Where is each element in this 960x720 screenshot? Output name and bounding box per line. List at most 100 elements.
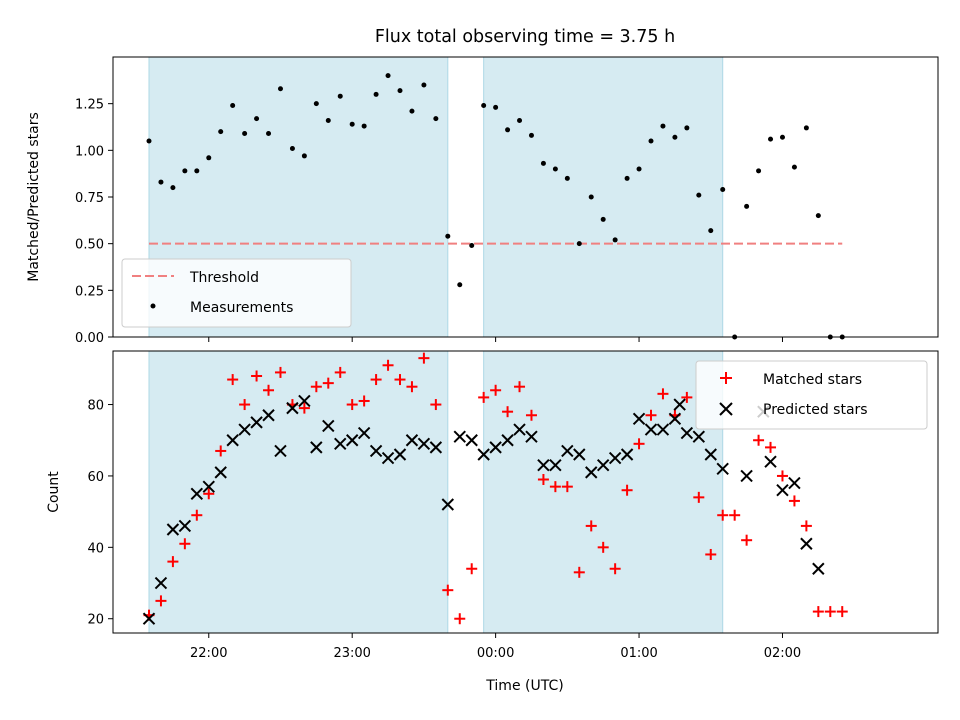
predicted-star-point-13 <box>286 401 299 415</box>
measurement-point-5 <box>194 168 200 174</box>
predicted-star-point-b <box>608 451 622 465</box>
predicted-star-point-b <box>465 434 478 447</box>
measurement-point-53 <box>768 136 774 142</box>
predicted-star-point-9 <box>238 423 251 436</box>
predicted-star-point-56 <box>800 537 813 550</box>
predicted-star-point-b <box>644 423 658 436</box>
predicted-star-point-b <box>764 455 777 468</box>
matched-star-point-27 <box>454 613 466 625</box>
measurement-point-55 <box>791 164 797 170</box>
bottom-ytick-label-1: 20 <box>87 613 104 628</box>
bottom-shaded-intervals <box>148 350 724 634</box>
predicted-star-point-b <box>250 416 263 429</box>
predicted-star-point-41 <box>620 448 634 461</box>
predicted-star-point-b <box>142 612 156 625</box>
predicted-star-point-33 <box>525 430 538 443</box>
matched-star-point-51 <box>741 534 753 546</box>
matched-star-point-14 <box>298 402 310 414</box>
predicted-star-point-b <box>381 451 395 465</box>
matched-star-point-28 <box>466 563 478 575</box>
predicted-star-point-23 <box>405 434 419 447</box>
matched-star-point-53 <box>765 441 777 453</box>
matched-star-point-43 <box>645 409 657 421</box>
predicted-star-point-30 <box>489 441 502 454</box>
predicted-star-point-50 <box>716 462 729 476</box>
predicted-star-point-36 <box>561 444 574 458</box>
matched-star-point-8 <box>227 374 239 386</box>
matched-star-point-18 <box>346 399 358 411</box>
x-axis-label: Time (UTC) <box>485 678 563 694</box>
matched-star-point-44 <box>657 388 669 400</box>
predicted-star-point-b <box>668 412 682 426</box>
measurement-point-10 <box>254 116 260 122</box>
predicted-star-point-b <box>537 459 550 472</box>
measurement-point-47 <box>696 192 702 198</box>
predicted-star-point-3 <box>166 523 180 536</box>
matched-star-point-2 <box>155 595 167 607</box>
measurement-point-18 <box>349 121 355 127</box>
predicted-star-point-b <box>477 448 490 461</box>
predicted-star-point-b <box>214 466 227 479</box>
predicted-star-point-b <box>393 448 407 461</box>
measurement-point-24 <box>421 82 427 88</box>
matched-star-point-33 <box>525 409 537 421</box>
measurement-point-25 <box>433 116 439 122</box>
predicted-legend-label: Predicted stars <box>763 402 868 418</box>
bottom-xtick-label-3: 00:00 <box>477 646 514 661</box>
measurement-point-51 <box>744 203 750 209</box>
matched-star-point-42 <box>633 438 645 450</box>
bottom-y-ticks: 20 40 60 80 <box>87 399 113 628</box>
matched-legend-label: Matched stars <box>763 372 862 388</box>
predicted-star-point-b <box>286 401 299 415</box>
predicted-star-point-b <box>549 459 562 472</box>
measurement-point-52 <box>756 168 762 174</box>
measurement-point-40 <box>612 237 618 243</box>
predicted-star-point-14 <box>298 394 311 408</box>
predicted-star-point-42 <box>632 412 646 426</box>
matched-star-point-54 <box>776 470 788 482</box>
predicted-star-point-51 <box>740 469 753 483</box>
predicted-star-point-b <box>620 448 634 461</box>
predicted-star-point-16 <box>322 419 335 433</box>
measurement-point-6 <box>206 155 212 161</box>
predicted-star-point-b <box>573 448 586 461</box>
predicted-star-point-b <box>405 434 419 447</box>
predicted-star-point-39 <box>596 459 610 472</box>
bottom-ytick-label-2: 40 <box>87 541 104 556</box>
matched-star-point-25 <box>430 399 442 411</box>
top-y-axis-label: Matched/Predicted stars <box>26 112 42 282</box>
matched-star-point-12 <box>274 366 286 378</box>
measurement-point-11 <box>266 131 272 137</box>
predicted-star-point-b <box>800 537 813 550</box>
predicted-star-point-b <box>680 426 694 440</box>
matched-star-point-56 <box>800 520 812 532</box>
predicted-star-point-8 <box>226 434 239 447</box>
bottom-xtick-label-1: 22:00 <box>190 646 227 661</box>
measurement-point-32 <box>517 117 523 123</box>
matched-star-point-39 <box>597 541 609 553</box>
predicted-stars-points <box>142 394 825 625</box>
bottom-legend: Matched stars Predicted stars <box>695 360 928 430</box>
top-y-ticks: 0.00 0.25 0.50 0.75 1.00 1.25 <box>75 98 113 346</box>
predicted-star-point-21 <box>381 451 395 465</box>
predicted-star-point-b <box>238 423 251 436</box>
measurement-point-33 <box>528 132 534 138</box>
measurement-point-49 <box>720 187 726 193</box>
top-x-ticks <box>208 337 783 342</box>
measurement-point-30 <box>493 104 499 110</box>
matched-star-point-41 <box>621 484 633 496</box>
predicted-star-point-18 <box>345 434 359 447</box>
matched-star-point-11 <box>263 384 275 396</box>
matched-star-point-47 <box>693 491 705 503</box>
predicted-star-point-11 <box>262 409 275 422</box>
predicted-star-point-29 <box>477 448 490 461</box>
predicted-star-point-b <box>525 430 538 443</box>
predicted-star-point-25 <box>429 441 443 454</box>
top-ytick-label-2: 0.25 <box>75 284 104 299</box>
measurement-point-26 <box>445 233 451 239</box>
matched-star-point-3 <box>167 556 179 568</box>
predicted-star-point-b <box>632 412 646 426</box>
matched-star-point-40 <box>609 563 621 575</box>
predicted-star-point-44 <box>656 423 670 436</box>
